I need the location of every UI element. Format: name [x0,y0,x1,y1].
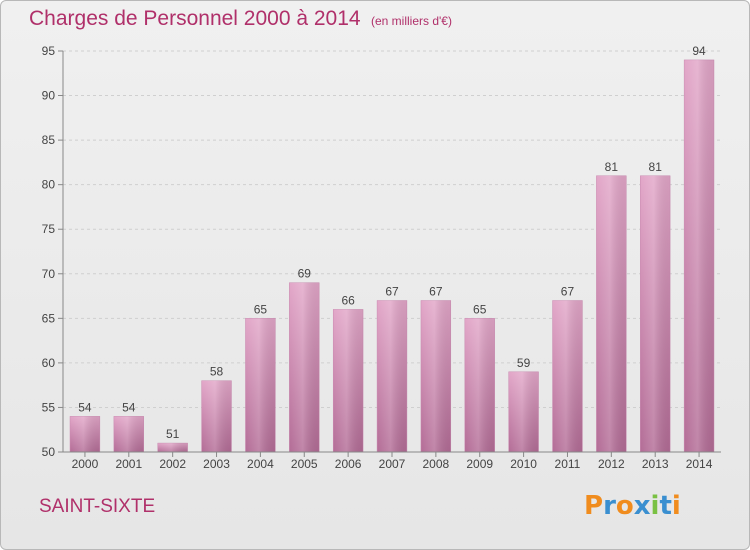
data-label: 69 [298,267,312,281]
bar-shine [289,282,320,452]
x-tick-label: 2014 [686,457,713,471]
bars-layer: 54 54 51 58 65 69 66 67 67 65 59 67 81 81 94 [69,44,715,453]
y-tick-label: 65 [42,311,56,325]
data-label: 51 [166,427,180,441]
bar-shine [377,300,407,452]
y-tick-label: 70 [42,267,56,281]
x-tick-label: 2003 [203,457,230,471]
x-tick-label: 2009 [466,457,493,471]
data-label: 67 [385,285,399,299]
data-label: 67 [561,285,575,299]
bar-shine [70,416,100,452]
logo-letter: t [659,491,672,521]
data-label: 59 [517,356,531,370]
data-label: 65 [473,302,487,316]
y-tick-label: 90 [42,89,56,103]
bar-shine [552,300,583,452]
data-label: 65 [254,302,268,316]
bar-shine [420,300,451,452]
data-label: 66 [341,293,355,307]
x-tick-label: 2004 [247,457,274,471]
y-tick-label: 55 [42,400,56,414]
bar-shine [508,371,539,452]
logo-letter: i [671,491,681,521]
x-tick-label: 2012 [598,457,625,471]
x-tick-label: 2007 [379,457,406,471]
x-tick-label: 2006 [335,457,362,471]
bar-shine [157,443,188,452]
y-tick-label: 95 [42,44,56,58]
x-tick-label: 2008 [423,457,450,471]
x-tick-label: 2001 [115,457,142,471]
logo-letter: i [650,491,660,521]
x-tick-label: 2013 [642,457,669,471]
x-tick-label: 2011 [555,457,581,471]
bar-shine [640,175,671,452]
proxiti-logo: Proxiti [584,491,681,521]
data-label: 58 [210,365,224,379]
data-label: 81 [649,160,663,174]
y-tick-label: 85 [42,133,56,147]
y-tick-label: 60 [42,356,56,370]
bar-shine [596,175,627,452]
y-tick-label: 75 [42,222,56,236]
bar-shine [245,318,276,452]
logo-letter: x [633,491,651,521]
bar-shine [113,416,144,452]
axis-layer: 50 55 60 65 70 75 80 85 90 95 2000 2001 2002 2003 2004… [42,44,721,471]
y-tick-label: 80 [42,178,56,192]
data-label: 67 [429,285,443,299]
data-label: 54 [122,400,136,414]
bar-shine [333,309,364,452]
data-label: 81 [605,160,619,174]
chart-subtitle: (en milliers d'€) [371,14,452,28]
bar-shine [464,318,495,452]
bar-shine [201,380,232,452]
logo-letter: o [615,491,634,521]
x-tick-label: 2000 [72,457,99,471]
data-label: 54 [78,400,92,414]
x-tick-label: 2005 [291,457,318,471]
y-tick-label: 50 [42,445,56,459]
x-tick-label: 2010 [510,457,537,471]
x-tick-label: 2002 [159,457,186,471]
bar-shine [684,59,714,453]
chart-title: Charges de Personnel 2000 à 2014 [29,7,361,30]
logo-letter: r [603,491,616,521]
data-label: 94 [692,44,706,58]
logo-letter: P [584,491,604,521]
commune-name: SAINT-SIXTE [39,496,156,517]
